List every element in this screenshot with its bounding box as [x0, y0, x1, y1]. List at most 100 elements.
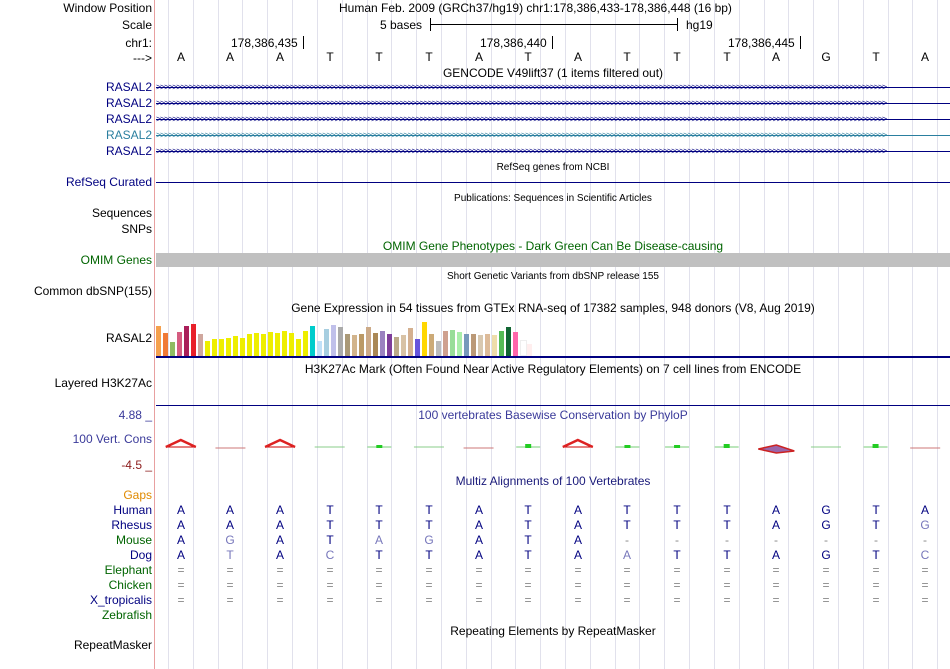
multiz-species-label[interactable]: Rhesus — [111, 518, 152, 532]
gtex-track-title[interactable]: Gene Expression in 54 tissues from GTEx … — [291, 301, 815, 315]
repeatmasker-label[interactable]: RepeatMasker — [73, 638, 152, 652]
gtex-tissue-bar[interactable] — [345, 334, 350, 356]
gtex-tissue-bar[interactable] — [205, 341, 210, 356]
gtex-tissue-bar[interactable] — [387, 334, 392, 356]
gencode-gene-feature[interactable]: >>>>>>>>>>>>>>>>>>>>>>>>>>>>>>>>>>>>>>>>… — [156, 82, 950, 92]
gtex-tissue-bar[interactable] — [527, 344, 532, 356]
gtex-tissue-bar[interactable] — [275, 333, 280, 356]
gtex-tissue-bar[interactable] — [289, 333, 294, 356]
gtex-tissue-bar[interactable] — [513, 332, 518, 356]
gtex-tissue-bar[interactable] — [471, 334, 476, 356]
gtex-tissue-bar[interactable] — [247, 334, 252, 356]
phylop-score-mark[interactable] — [624, 445, 631, 448]
gencode-gene-label[interactable]: RASAL2 — [105, 112, 152, 126]
multiz-species-label[interactable]: Zebrafish — [101, 608, 152, 622]
gtex-tissue-bar[interactable] — [219, 339, 224, 356]
gtex-tissue-bar[interactable] — [324, 329, 329, 356]
gtex-tissue-bar[interactable] — [408, 328, 413, 356]
phylop-track-label[interactable]: 100 Vert. Cons — [72, 432, 152, 446]
gtex-tissue-bar[interactable] — [415, 339, 420, 356]
phylop-track-title[interactable]: 100 vertebrates Basewise Conservation by… — [418, 408, 688, 422]
gtex-tissue-bar[interactable] — [240, 338, 245, 356]
strand-arrow-label[interactable]: ---> — [133, 51, 152, 65]
gtex-tissue-bar[interactable] — [436, 341, 441, 356]
gencode-track-title[interactable]: GENCODE V49lift37 (1 items filtered out) — [442, 66, 664, 80]
h3k27ac-track-title[interactable]: H3K27Ac Mark (Often Found Near Active Re… — [304, 362, 802, 376]
gtex-tissue-bar[interactable] — [380, 331, 385, 356]
phylop-score-mark[interactable] — [525, 444, 532, 448]
gtex-tissue-bar[interactable] — [254, 333, 259, 356]
gtex-tissue-bar[interactable] — [464, 334, 469, 356]
publications-track-title[interactable]: Publications: Sequences in Scientific Ar… — [454, 193, 652, 204]
gtex-tissue-bar[interactable] — [450, 330, 455, 356]
refseq-curated-label[interactable]: RefSeq Curated — [65, 175, 152, 189]
chrom-label[interactable]: chr1: — [125, 36, 152, 50]
gtex-tissue-bar[interactable] — [233, 336, 238, 356]
gencode-gene-feature[interactable]: >>>>>>>>>>>>>>>>>>>>>>>>>>>>>>>>>>>>>>>>… — [156, 98, 950, 108]
gtex-tissue-bar[interactable] — [261, 334, 266, 356]
gtex-tissue-bar[interactable] — [282, 331, 287, 356]
multiz-species-label[interactable]: Mouse — [115, 533, 152, 547]
refseq-gene-line[interactable] — [156, 182, 950, 183]
gtex-tissue-bar[interactable] — [170, 342, 175, 356]
gencode-gene-label[interactable]: RASAL2 — [105, 96, 152, 110]
multiz-species-label[interactable]: Dog — [129, 548, 152, 562]
gtex-tissue-bar[interactable] — [352, 335, 357, 356]
gtex-tissue-bar[interactable] — [506, 327, 511, 356]
phylop-score-mark[interactable] — [674, 445, 681, 448]
scale-label[interactable]: Scale — [121, 18, 152, 32]
gtex-tissue-bar[interactable] — [317, 341, 322, 356]
gtex-tissue-bar[interactable] — [401, 335, 406, 356]
gtex-tissue-bar[interactable] — [296, 339, 301, 356]
gtex-tissue-bar[interactable] — [191, 324, 196, 356]
gtex-tissue-bar[interactable] — [457, 332, 462, 356]
gencode-gene-label[interactable]: RASAL2 — [105, 144, 152, 158]
gtex-expression-chart[interactable] — [156, 316, 536, 356]
gencode-gene-label[interactable]: RASAL2 — [105, 80, 152, 94]
multiz-species-label[interactable]: Human — [113, 503, 152, 517]
gtex-tissue-bar[interactable] — [177, 332, 182, 356]
gtex-tissue-bar[interactable] — [485, 334, 490, 356]
phylop-score-mark[interactable] — [872, 444, 879, 448]
gencode-gene-feature[interactable]: >>>>>>>>>>>>>>>>>>>>>>>>>>>>>>>>>>>>>>>>… — [156, 146, 950, 156]
gtex-tissue-bar[interactable] — [198, 334, 203, 356]
phylop-score-mark[interactable] — [758, 444, 795, 454]
gtex-tissue-bar[interactable] — [331, 325, 336, 356]
gtex-tissue-bar[interactable] — [163, 333, 168, 356]
gencode-gene-feature[interactable]: >>>>>>>>>>>>>>>>>>>>>>>>>>>>>>>>>>>>>>>>… — [156, 130, 950, 140]
gtex-tissue-bar[interactable] — [310, 326, 315, 356]
gtex-tissue-bar[interactable] — [303, 331, 308, 356]
gtex-tissue-bar[interactable] — [394, 337, 399, 356]
gtex-tissue-bar[interactable] — [184, 326, 189, 356]
phylop-conservation-plot[interactable] — [156, 420, 950, 470]
gencode-gene-label[interactable]: RASAL2 — [105, 128, 152, 142]
refseq-track-title[interactable]: RefSeq genes from NCBI — [496, 162, 610, 173]
repeatmasker-track-title[interactable]: Repeating Elements by RepeatMasker — [450, 624, 656, 638]
gtex-tissue-bar[interactable] — [268, 332, 273, 356]
gtex-tissue-bar[interactable] — [373, 333, 378, 356]
gtex-tissue-bar[interactable] — [492, 335, 497, 356]
phylop-score-mark[interactable] — [376, 445, 383, 448]
gtex-tissue-bar[interactable] — [226, 338, 231, 356]
omim-genes-label[interactable]: OMIM Genes — [80, 253, 152, 267]
multiz-track-title[interactable]: Multiz Alignments of 100 Vertebrates — [455, 474, 651, 488]
multiz-species-label[interactable]: Elephant — [104, 563, 152, 577]
window-position-label[interactable]: Window Position — [63, 1, 152, 15]
gaps-label[interactable]: Gaps — [123, 488, 152, 502]
gtex-tissue-bar[interactable] — [156, 326, 161, 356]
sequences-label[interactable]: Sequences — [91, 206, 152, 220]
gtex-tissue-bar[interactable] — [429, 334, 434, 356]
gtex-tissue-bar[interactable] — [212, 339, 217, 356]
omim-feature-bar[interactable] — [156, 253, 950, 267]
omim-track-title[interactable]: OMIM Gene Phenotypes - Dark Green Can Be… — [382, 239, 724, 253]
phylop-score-mark[interactable] — [723, 444, 730, 448]
gtex-gene-label[interactable]: RASAL2 — [105, 331, 152, 345]
gtex-tissue-bar[interactable] — [366, 327, 371, 356]
gtex-tissue-bar[interactable] — [499, 331, 504, 356]
gtex-tissue-bar[interactable] — [520, 340, 527, 356]
phylop-score-mark[interactable] — [562, 438, 594, 449]
gtex-tissue-bar[interactable] — [422, 322, 427, 356]
common-dbsnp-label[interactable]: Common dbSNP(155) — [33, 284, 152, 298]
phylop-score-mark[interactable] — [264, 438, 296, 449]
